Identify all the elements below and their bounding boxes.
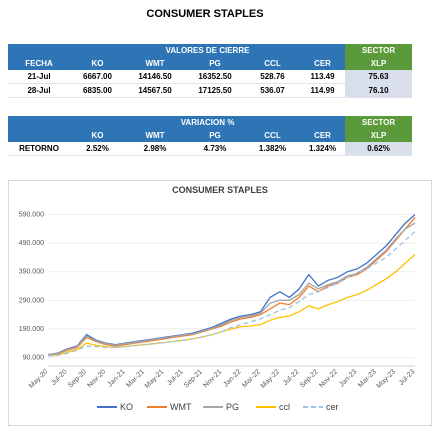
column-header: CCL bbox=[245, 129, 300, 142]
legend-label: KO bbox=[120, 402, 133, 412]
table-cell: 4.73% bbox=[185, 142, 245, 156]
series-line bbox=[47, 214, 416, 356]
y-tick-label: 190.000 bbox=[19, 326, 44, 333]
column-header: WMT bbox=[125, 129, 185, 142]
column-header: PG bbox=[185, 57, 245, 70]
x-tick-label: Nov-21 bbox=[202, 368, 223, 389]
variation-table: VARIACION % SECTOR KO WMT PG CCL CER XLP RETORNO… bbox=[8, 116, 413, 156]
closing-table: VALORES DE CIERRE SECTOR FECHA KO WMT PG CCL CE… bbox=[8, 44, 413, 111]
x-tick-label: Jul-23 bbox=[398, 368, 417, 387]
x-tick-label: Mar-23 bbox=[357, 368, 378, 389]
table-cell: 6835.00 bbox=[70, 83, 125, 98]
y-tick-label: 590.000 bbox=[19, 212, 44, 219]
table-cell: 0.62% bbox=[345, 142, 413, 156]
column-header: CER bbox=[300, 57, 346, 70]
x-tick-label: Jul-20 bbox=[50, 368, 69, 387]
chart-title: CONSUMER STAPLES bbox=[172, 185, 268, 195]
x-tick-label: Sep-20 bbox=[67, 368, 88, 389]
x-tick-label: Sep-22 bbox=[299, 368, 320, 389]
page-title: CONSUMER STAPLES bbox=[146, 8, 264, 20]
column-header: CCL bbox=[245, 57, 300, 70]
table-cell: 1.324% bbox=[300, 142, 346, 156]
column-header: KO bbox=[70, 57, 125, 70]
table-cell: 17125.50 bbox=[185, 83, 245, 98]
x-tick-label: Jan-22 bbox=[222, 368, 242, 388]
series-line bbox=[47, 254, 416, 357]
table-cell: 114.99 bbox=[300, 83, 346, 98]
table-row: 28-Jul 6835.00 14567.50 17125.50 536.07 114.9… bbox=[8, 83, 413, 98]
table-cell: RETORNO bbox=[8, 142, 70, 156]
legend-label: PG bbox=[226, 402, 239, 412]
column-header: KO bbox=[70, 129, 125, 142]
group-header: VARIACION % bbox=[70, 116, 346, 129]
table-cell: 28-Jul bbox=[8, 83, 70, 98]
series-line bbox=[47, 231, 416, 357]
x-tick-label: Mar-22 bbox=[241, 368, 262, 389]
table-cell: 76.10 bbox=[345, 83, 413, 98]
y-tick-label: 290.000 bbox=[19, 297, 44, 304]
table-cell: 21-Jul bbox=[8, 70, 70, 84]
table-row: FECHA KO WMT PG CCL CER XLP bbox=[8, 57, 413, 70]
table-row: VALORES DE CIERRE SECTOR bbox=[8, 44, 413, 57]
y-tick-label: 390.000 bbox=[19, 269, 44, 276]
column-header: XLP bbox=[345, 57, 413, 70]
x-tick-label: May-21 bbox=[144, 368, 166, 390]
table-cell: 16352.50 bbox=[185, 70, 245, 84]
table-cell: 6667.00 bbox=[70, 70, 125, 84]
x-tick-label: Nov-20 bbox=[86, 368, 107, 389]
legend-label: cer bbox=[326, 402, 339, 412]
x-tick-label: Jan-21 bbox=[107, 368, 127, 388]
table-cell: 528.76 bbox=[245, 70, 300, 84]
table-row: 21-Jul 6667.00 14146.50 16352.50 528.76 113.4… bbox=[8, 70, 413, 84]
x-tick-label: Jul-21 bbox=[166, 368, 185, 387]
column-header: CER bbox=[300, 129, 346, 142]
header-cell bbox=[8, 44, 70, 57]
column-header: XLP bbox=[345, 129, 413, 142]
header-cell bbox=[8, 116, 70, 129]
table-cell: 14567.50 bbox=[125, 83, 185, 98]
table-cell: 113.49 bbox=[300, 70, 346, 84]
table-row: RETORNO 2.52% 2.98% 4.73% 1.382% 1.324% 0.62% bbox=[8, 142, 413, 156]
series-line bbox=[47, 216, 416, 356]
column-header: PG bbox=[185, 129, 245, 142]
table-cell: 75.63 bbox=[345, 70, 413, 84]
table-row: KO WMT PG CCL CER XLP bbox=[8, 129, 413, 142]
sector-header: SECTOR bbox=[345, 116, 413, 129]
group-header: VALORES DE CIERRE bbox=[70, 44, 346, 57]
x-tick-label: May-22 bbox=[260, 368, 282, 390]
x-tick-label: Jul-22 bbox=[282, 368, 301, 387]
table-row: VARIACION % SECTOR bbox=[8, 116, 413, 129]
table-cell: 1.382% bbox=[245, 142, 300, 156]
header-cell bbox=[8, 129, 70, 142]
x-tick-label: Sep-21 bbox=[183, 368, 204, 389]
x-tick-label: Nov-22 bbox=[318, 368, 339, 389]
table-cell: 536.07 bbox=[245, 83, 300, 98]
sector-header: SECTOR bbox=[345, 44, 413, 57]
table-cell: 2.98% bbox=[125, 142, 185, 156]
x-tick-label: Jan-23 bbox=[338, 368, 358, 388]
legend-label: WMT bbox=[170, 402, 192, 412]
y-tick-label: 490.000 bbox=[19, 240, 44, 247]
x-tick-label: May-20 bbox=[28, 368, 50, 390]
chart-box bbox=[8, 180, 432, 426]
legend-label: ccl bbox=[279, 402, 290, 412]
column-header: FECHA bbox=[8, 57, 70, 70]
y-tick-label: 90.000 bbox=[23, 354, 45, 361]
column-header: WMT bbox=[125, 57, 185, 70]
x-tick-label: May-23 bbox=[376, 368, 398, 390]
x-tick-label: Mar-21 bbox=[125, 368, 146, 389]
table-cell: 2.52% bbox=[70, 142, 125, 156]
table-cell: 14146.50 bbox=[125, 70, 185, 84]
